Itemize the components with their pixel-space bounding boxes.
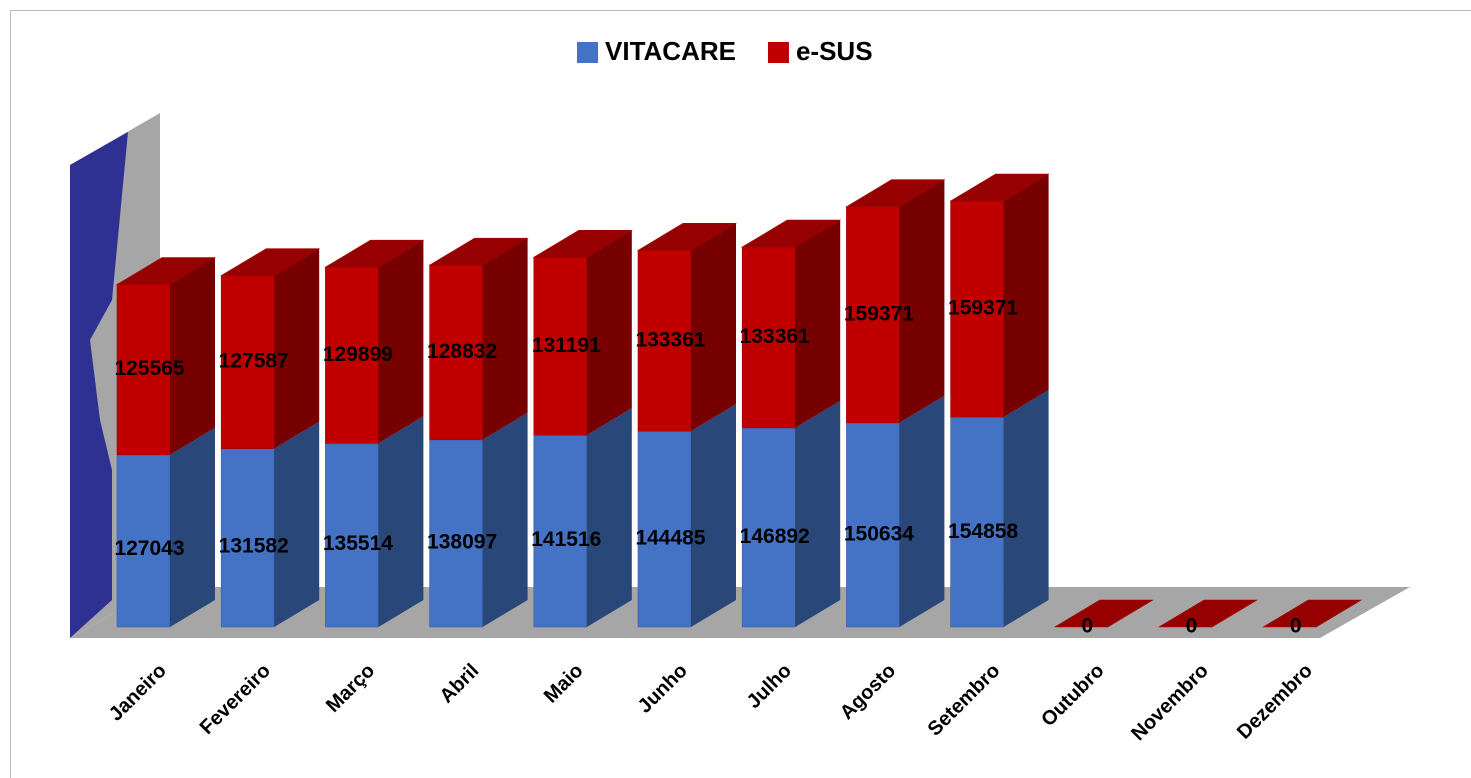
bar-top: [845, 179, 946, 208]
x-tick-label: Fevereiro: [196, 660, 275, 739]
bar-side: [378, 416, 424, 627]
bar-top: [532, 229, 633, 258]
bar-top: [1262, 599, 1363, 628]
x-tick-label: Outubro: [1037, 660, 1108, 731]
frame: [10, 10, 1471, 778]
x-tick-label: Junho: [634, 660, 692, 718]
value-label: 131191: [532, 334, 601, 357]
value-label: 144485: [635, 526, 705, 549]
legend-swatch: [767, 42, 789, 63]
bar: [741, 246, 796, 429]
x-tick-label: Abril: [436, 660, 484, 708]
x-tick-label: Maio: [540, 660, 588, 708]
bar: [220, 275, 275, 449]
bar-top: [220, 248, 321, 276]
value-label: 154858: [948, 520, 1018, 543]
bar: [637, 250, 692, 432]
value-label: 128832: [427, 340, 497, 363]
bar-top: [636, 223, 738, 251]
bar-top: [949, 173, 1050, 202]
bar-side: [170, 427, 215, 627]
bar-top: [428, 237, 529, 266]
bar: [741, 427, 796, 628]
bar-side: [274, 421, 320, 627]
value-label: 159371: [844, 302, 914, 325]
bar-top: [1157, 599, 1259, 628]
bar-side: [586, 230, 632, 436]
bar-side: [1003, 390, 1049, 627]
bar: [950, 200, 1004, 418]
value-label: 133361: [740, 325, 810, 348]
bar-side: [482, 238, 528, 440]
value-label: 138097: [427, 530, 497, 553]
value-label: 135514: [323, 532, 393, 555]
bar: [533, 256, 588, 436]
x-tick-label: Agosto: [836, 660, 900, 724]
bar-side: [899, 395, 945, 627]
value-label: 141516: [531, 528, 601, 551]
bar-side: [691, 404, 736, 627]
bar: [116, 284, 171, 456]
bar-side: [170, 257, 215, 455]
x-tick-label: Julho: [743, 660, 796, 713]
value-label: 127043: [114, 537, 184, 560]
value-label: 127587: [219, 350, 289, 373]
value-label: 131582: [219, 534, 289, 557]
value-label: 0: [1081, 615, 1093, 638]
bar-side: [1003, 174, 1049, 418]
bar-top: [324, 239, 425, 268]
bar-top: [115, 257, 217, 285]
value-label: 150634: [844, 523, 914, 546]
value-label: 0: [1186, 615, 1198, 638]
x-tick-label: Novembro: [1127, 660, 1212, 745]
x-tick-label: Setembro: [924, 660, 1005, 741]
bar-side: [378, 240, 424, 444]
bar: [637, 430, 692, 628]
value-label: 146892: [740, 525, 810, 548]
value-label: 159371: [948, 297, 1018, 320]
bar-side: [586, 408, 632, 627]
legend-label: e-SUS: [796, 36, 873, 66]
bar-side: [899, 179, 945, 423]
bar: [325, 442, 379, 628]
legend-swatch: [577, 42, 598, 63]
bar-top: [741, 219, 842, 248]
bar: [116, 454, 171, 628]
value-label: 0: [1290, 615, 1302, 638]
bar: [533, 434, 588, 628]
bar-side: [482, 412, 528, 627]
legend-label: VITACARE: [605, 36, 736, 66]
x-tick-label: Março: [322, 660, 379, 717]
bar: [950, 416, 1004, 628]
bar: [429, 439, 483, 628]
value-label: 133361: [635, 328, 705, 351]
bar-side: [691, 223, 736, 432]
bar-side: [795, 220, 841, 428]
value-label: 125565: [114, 357, 184, 380]
bar-side: [274, 248, 320, 449]
bar-top: [1053, 599, 1154, 628]
x-tick-label: Janeiro: [105, 660, 171, 726]
bar: [325, 266, 379, 444]
value-label: 129899: [323, 343, 393, 366]
bar: [220, 448, 275, 628]
bar-side: [795, 400, 841, 627]
x-tick-label: Dezembro: [1233, 660, 1317, 744]
wall-decoration: [70, 132, 128, 638]
